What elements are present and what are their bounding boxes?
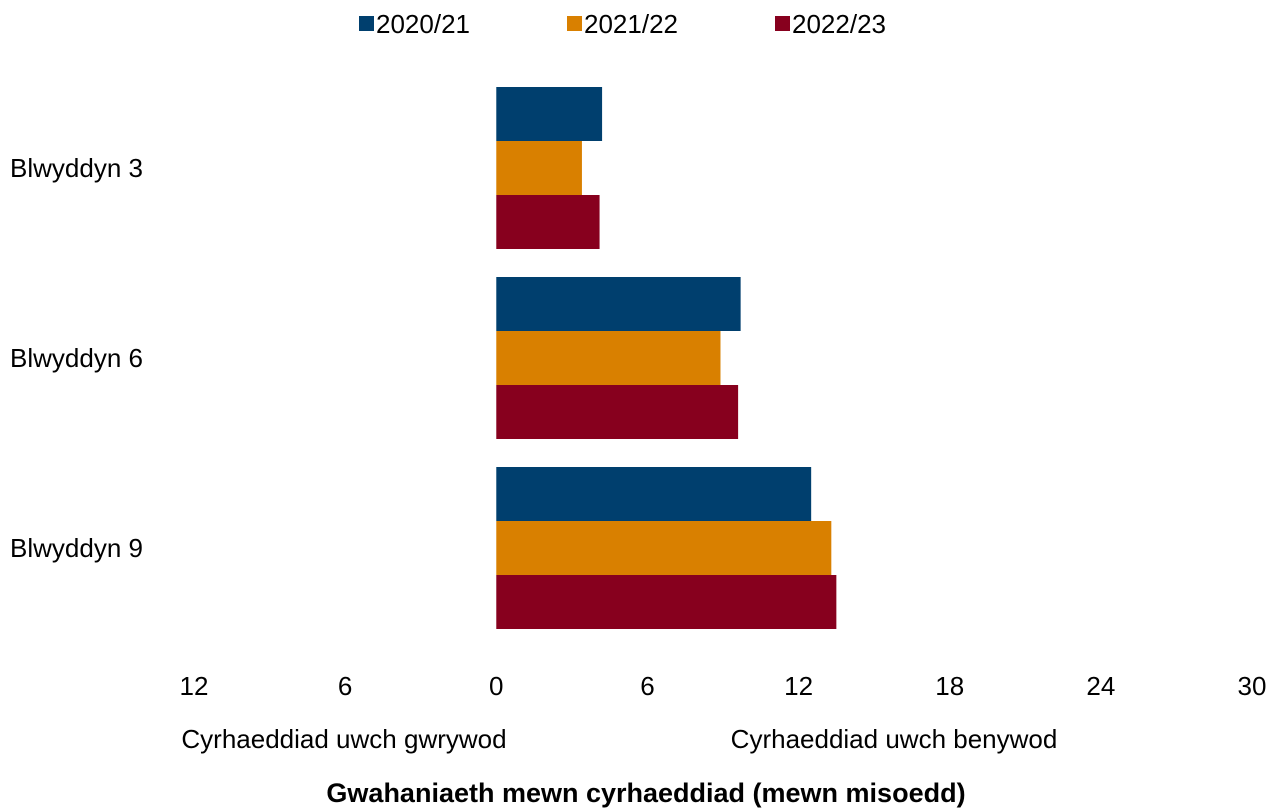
category-label-3: Blwyddyn 9 [10, 533, 143, 563]
left-side-label: Cyrhaeddiad uwch gwrywod [181, 724, 506, 754]
legend-label-3: 2022/23 [792, 9, 886, 39]
bar-3-3 [496, 575, 837, 629]
x-tick-label: 30 [1238, 671, 1267, 701]
right-side-label: Cyrhaeddiad uwch benywod [731, 724, 1058, 754]
x-tick-label: 6 [338, 671, 352, 701]
bar-3-2 [496, 521, 832, 575]
x-tick-label: 0 [489, 671, 503, 701]
x-tick-label: 24 [1086, 671, 1115, 701]
category-label-2: Blwyddyn 6 [10, 343, 143, 373]
bar-1-1 [496, 87, 603, 141]
category-labels: Blwyddyn 3 Blwyddyn 6 Blwyddyn 9 [10, 153, 143, 563]
bar-2-2 [496, 331, 721, 385]
bar-2-1 [496, 277, 741, 331]
bar-2-3 [496, 385, 739, 439]
legend-label-1: 2020/21 [376, 9, 470, 39]
x-tick-label: 18 [935, 671, 964, 701]
legend-swatch-2 [567, 16, 582, 31]
bar-1-2 [496, 141, 582, 195]
legend-label-2: 2021/22 [584, 9, 678, 39]
legend-swatch-1 [359, 16, 374, 31]
legend-swatch-3 [775, 16, 790, 31]
bars [496, 87, 837, 629]
x-tick-label: 12 [784, 671, 813, 701]
bar-1-3 [496, 195, 600, 249]
category-label-1: Blwyddyn 3 [10, 153, 143, 183]
x-tick-label: 6 [640, 671, 654, 701]
x-axis-title: Gwahaniaeth mewn cyrhaeddiad (mewn misoe… [326, 778, 965, 808]
bar-3-1 [496, 467, 812, 521]
legend: 2020/21 2021/22 2022/23 [359, 9, 886, 39]
x-tick-labels: 12 6 0 6 12 18 24 30 [180, 671, 1267, 701]
x-tick-label: 12 [180, 671, 209, 701]
